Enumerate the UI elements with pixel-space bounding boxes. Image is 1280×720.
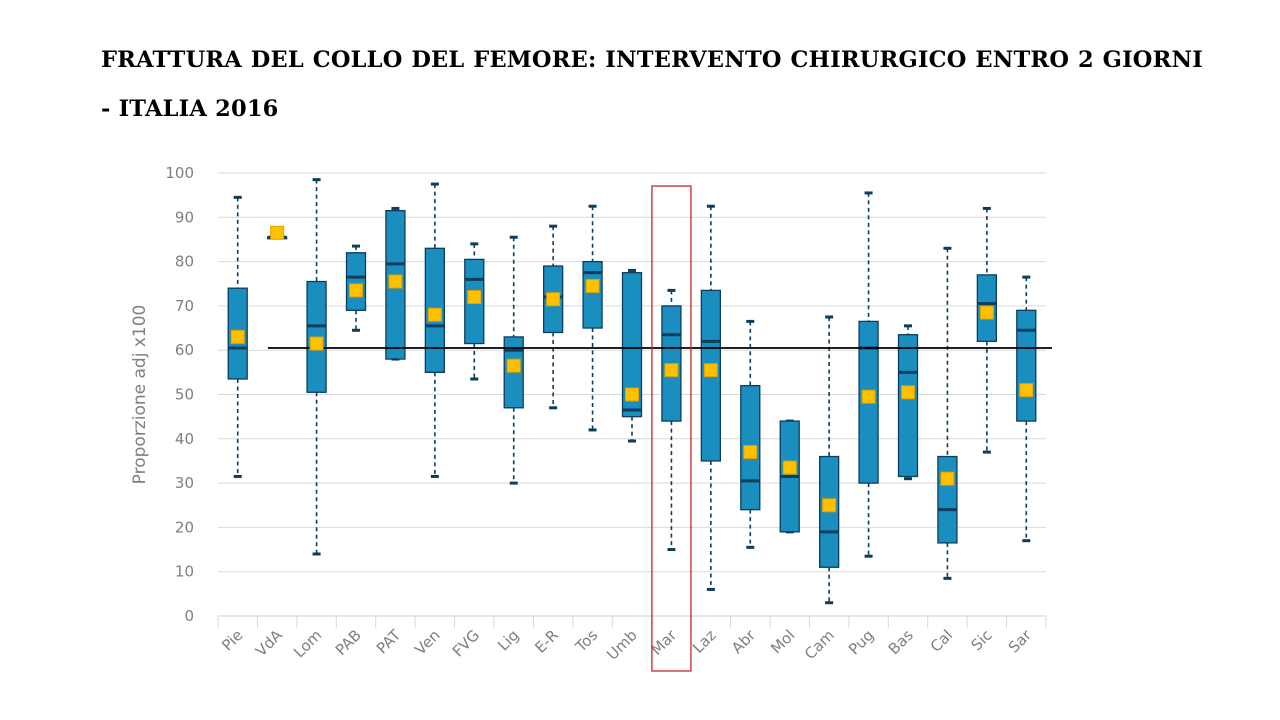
box-tos-mean-marker	[585, 278, 600, 293]
box-pug-mean-marker	[861, 389, 876, 404]
box-er-mean-marker	[546, 292, 561, 307]
box-umb-mean-marker	[625, 387, 639, 402]
x-tick-label: Sar	[1005, 626, 1036, 657]
box-mol-mean-marker	[782, 460, 797, 475]
box-sic-mean-marker	[979, 305, 994, 320]
x-tick-label: Tos	[571, 626, 601, 656]
box-pat-mean-marker	[388, 274, 403, 289]
box-lom-mean-marker	[309, 336, 324, 351]
y-tick-label: 80	[175, 253, 194, 271]
box-tos-iqr	[582, 260, 603, 329]
x-tick-label: Abr	[728, 626, 760, 658]
x-tick-label: Cam	[801, 626, 838, 663]
box-pab-mean-marker	[349, 283, 363, 298]
x-tick-label: Laz	[689, 626, 720, 657]
x-tick-label: Cal	[927, 626, 957, 656]
x-tick-label: Sic	[967, 626, 995, 654]
box-mar-mean-marker	[664, 363, 679, 378]
box-umb-iqr	[621, 272, 643, 418]
box-cam-mean-marker	[822, 498, 837, 513]
x-tick-label: FVG	[449, 626, 483, 660]
y-tick-label: 40	[175, 430, 194, 448]
box-bas-iqr	[897, 334, 919, 478]
x-tick-label: Bas	[885, 626, 917, 658]
x-tick-label: Lom	[290, 626, 325, 661]
x-tick-label: Pug	[845, 626, 877, 658]
x-tick-label: Lig	[494, 626, 522, 654]
box-pie-mean-marker	[230, 329, 245, 344]
y-tick-label: 90	[175, 208, 194, 226]
box-laz-mean-marker	[703, 363, 718, 378]
box-vda-mean-marker	[270, 225, 285, 240]
y-tick-label: 20	[175, 518, 194, 536]
box-cal-iqr	[937, 455, 958, 544]
x-tick-label: Umb	[603, 626, 641, 664]
box-lig-mean-marker	[506, 358, 521, 373]
box-abr-mean-marker	[743, 445, 758, 460]
x-tick-label: PAT	[373, 626, 405, 658]
page-title: FRATTURA DEL COLLO DEL FEMORE: INTERVENT…	[101, 47, 1203, 122]
y-tick-label: 10	[175, 563, 194, 581]
box-sar-iqr	[1016, 309, 1037, 422]
box-ven-mean-marker	[427, 307, 442, 322]
box-cal-mean-marker	[940, 471, 955, 486]
y-tick-label: 30	[175, 474, 194, 492]
x-tick-label: E-R	[531, 626, 562, 657]
box-pab-iqr	[345, 252, 367, 311]
x-tick-label: Ven	[411, 626, 443, 658]
x-tick-label: PAB	[332, 626, 365, 659]
y-tick-label: 100	[165, 164, 194, 182]
box-fvg-mean-marker	[467, 290, 482, 305]
highlight-frame-mar	[651, 185, 692, 672]
y-tick-label: 60	[175, 341, 194, 359]
x-tick-label: Mol	[767, 626, 798, 657]
y-tick-label: 70	[175, 297, 194, 315]
y-tick-label: 0	[184, 607, 194, 625]
x-tick-label: Pie	[218, 626, 246, 654]
box-bas-mean-marker	[901, 385, 915, 400]
x-tick-label: VdA	[252, 626, 286, 660]
y-tick-label: 50	[175, 386, 194, 404]
y-axis-label: Proporzione adj x100	[130, 305, 150, 485]
box-sar-mean-marker	[1019, 383, 1034, 398]
